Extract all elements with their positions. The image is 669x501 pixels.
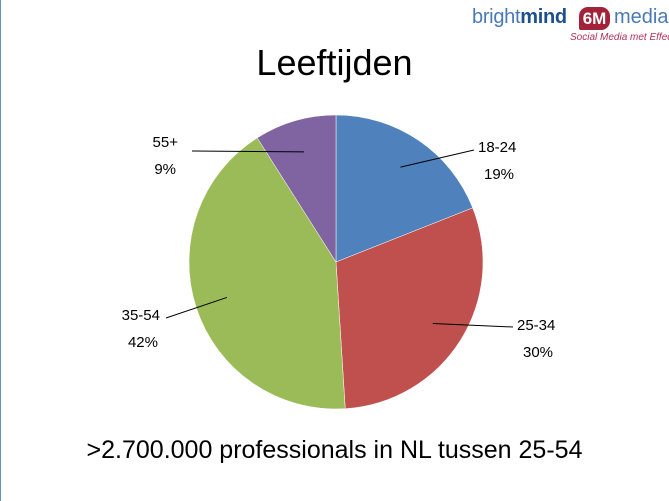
logo-badge-icon: 6M [579,7,610,30]
slice-label-25-34: 25-34 [517,317,555,334]
leader-line-55+ [191,150,305,153]
logo-word-media: media [614,6,669,28]
brightmind-media-logo: brightmind 6M media Social Media met Eff… [472,4,669,48]
leader-line-35-54 [165,296,228,319]
logo-wordmark: brightmind [472,6,567,29]
logo-word-mind: mind [520,6,567,28]
pie-slice-18-24 [335,114,474,263]
footer-statement: >2.700.000 professionals in NL tussen 25… [86,436,583,464]
logo-tagline: Social Media met Effect [570,32,669,43]
slice-label-18-24: 18-24 [478,139,516,156]
slice-percent-35-54: 42% [128,334,158,351]
logo-word-bright: bright [472,6,521,28]
leader-lines [165,149,514,328]
slice-percent-55+: 9% [154,161,176,178]
slice-labels: 18-24 19% 25-34 30% 35-54 42% 55+ 9% [122,134,556,361]
pie-slices [188,114,484,410]
slice-label-35-54: 35-54 [122,307,160,324]
slice-label-55+: 55+ [153,134,179,151]
pie-slice-25-34 [335,207,484,409]
leader-line-25-34 [432,322,514,328]
leader-line-18-24 [400,149,475,168]
chart-title: Leeftijden [256,42,413,83]
left-border-rule [0,0,1,501]
slice-percent-25-34: 30% [523,344,553,361]
slice-percent-18-24: 19% [484,166,514,183]
